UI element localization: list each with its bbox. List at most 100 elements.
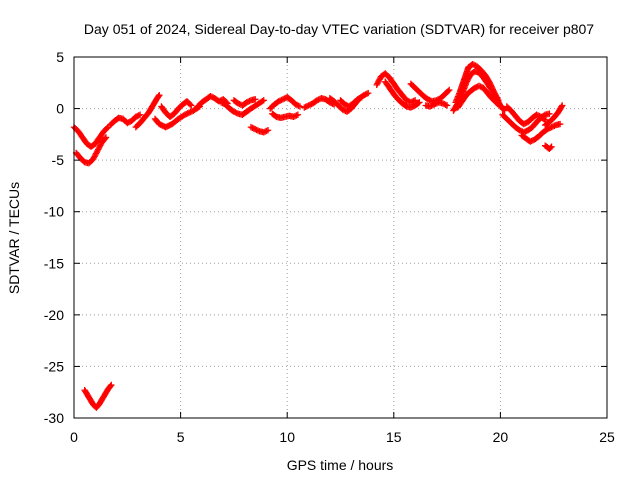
series-satellite-arc-17 [373, 70, 419, 106]
data-point [124, 119, 131, 127]
data-point [409, 103, 416, 111]
data-point [244, 98, 252, 105]
data-point [501, 107, 508, 114]
data-point [279, 96, 287, 103]
x-tick-label: 25 [599, 429, 615, 445]
data-point [365, 89, 372, 97]
series-satellite-arc-19 [407, 80, 453, 105]
data-point [290, 113, 297, 121]
data-point [540, 115, 548, 123]
x-tick-label: 5 [177, 429, 185, 445]
data-point [102, 134, 110, 141]
series-satellite-arc-16 [337, 94, 366, 110]
data-point [263, 127, 270, 135]
series-satellite-arc-28 [541, 142, 555, 152]
data-point [470, 61, 478, 69]
data-point [247, 123, 255, 131]
data-point [230, 108, 238, 115]
x-tick-label: 20 [493, 429, 509, 445]
data-point [443, 102, 451, 109]
data-point [292, 101, 299, 108]
data-point [136, 111, 144, 118]
data-point [469, 61, 476, 68]
data-point [559, 102, 566, 109]
data-point [362, 91, 369, 98]
x-tick-labels: 0 5 10 15 20 25 [70, 429, 615, 445]
data-point [444, 87, 452, 95]
data-point [134, 112, 141, 120]
x-tick-label: 0 [70, 429, 78, 445]
data-point [293, 112, 300, 119]
data-point [404, 97, 412, 105]
data-point [534, 112, 542, 119]
y-tick-label: -5 [52, 152, 65, 168]
data-point [471, 84, 479, 92]
x-tick-label: 15 [386, 429, 402, 445]
data-point [528, 137, 535, 145]
data-point [558, 103, 565, 110]
data-point [442, 101, 449, 108]
data-point [185, 109, 193, 116]
data-point [315, 96, 322, 103]
series-satellite-arc-10 [230, 96, 259, 109]
data-point [278, 96, 285, 104]
data-point [294, 111, 302, 118]
data-point [517, 127, 525, 135]
y-tick-label: -30 [44, 410, 64, 426]
data-point [252, 96, 259, 103]
y-axis-label: SDTVAR / TECUs [6, 182, 22, 294]
data-point [264, 127, 272, 134]
data-point [249, 124, 256, 132]
data-point [407, 104, 415, 111]
data-point [547, 144, 554, 151]
data-point [355, 95, 363, 102]
x-tick-label: 10 [279, 429, 295, 445]
y-tick-label: 0 [56, 101, 64, 117]
series-satellite-arc-3 [81, 381, 115, 411]
data-point [108, 381, 115, 389]
data-point [181, 111, 189, 118]
data-point [246, 97, 253, 105]
data-point [303, 102, 311, 110]
series-satellite-arc-6 [158, 98, 195, 121]
data-point [305, 102, 312, 109]
data-point [233, 109, 240, 117]
data-point [234, 100, 242, 107]
data-point [184, 110, 191, 117]
data-point [415, 99, 422, 107]
data-point [475, 82, 483, 90]
series-satellite-arc-5 [132, 91, 163, 131]
data-point [545, 125, 552, 132]
data-point [301, 104, 308, 111]
data-point [259, 97, 266, 105]
data-point [551, 122, 558, 129]
data-point [155, 92, 162, 100]
data-point [302, 103, 309, 111]
data-point [496, 102, 503, 109]
data-point [520, 120, 528, 128]
series-satellite-arc-27 [541, 102, 566, 129]
data-point [426, 103, 434, 110]
data-point [431, 101, 438, 108]
data-point [207, 92, 214, 100]
data-point [135, 112, 142, 119]
data-point [439, 100, 447, 107]
series-satellite-arc-13 [266, 94, 304, 112]
data-point [546, 110, 553, 117]
data-point [500, 106, 508, 113]
y-tick-labels: -30 -25 -20 -15 -10 -5 0 5 [44, 49, 64, 426]
data-point [291, 112, 299, 120]
x-axis-label: GPS time / hours [287, 457, 394, 473]
data-point [103, 124, 111, 132]
data-point [296, 103, 304, 110]
data-point [125, 119, 132, 126]
data-point [549, 123, 557, 130]
data-point [250, 125, 257, 132]
y-tick-label: 5 [56, 49, 64, 65]
data-point [183, 110, 190, 118]
data-point [275, 98, 282, 105]
data-point [132, 113, 140, 121]
data-point [260, 97, 267, 104]
plot-frame [73, 56, 608, 419]
